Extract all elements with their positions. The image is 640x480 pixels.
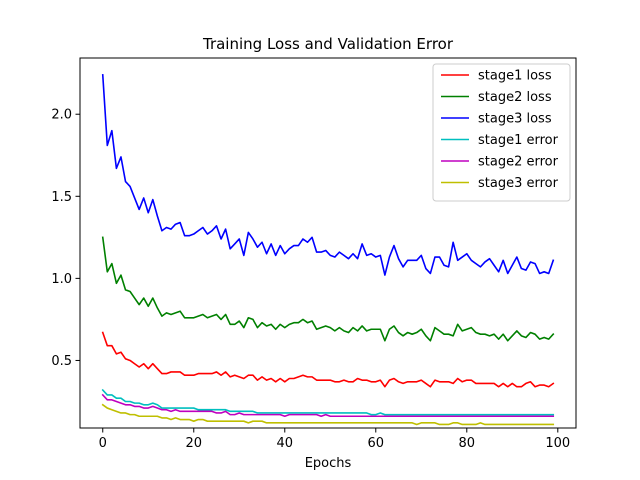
plot-frame — [79, 57, 577, 429]
series-layer — [101, 73, 555, 426]
x-axis: 0 20 40 60 80 100 — [99, 428, 570, 451]
y-axis: 0.5 1.0 1.5 2.0 — [51, 108, 80, 369]
chart-title: Training Loss and Validation Error — [202, 35, 454, 53]
y-tick-label: 2.0 — [51, 108, 72, 123]
legend-label: stage1 loss — [478, 69, 552, 84]
series-line-stage3-error — [101, 403, 555, 426]
x-tick-label: 60 — [368, 436, 385, 451]
series-line-stage1-error — [101, 388, 555, 416]
y-tick-label: 0.5 — [51, 354, 72, 369]
series-line-stage2-error — [101, 393, 555, 418]
legend-label: stage2 loss — [478, 90, 552, 105]
y-tick-label: 1.0 — [51, 272, 72, 287]
x-tick-label: 20 — [185, 436, 202, 451]
series-line-stage1-loss — [101, 331, 555, 388]
x-axis-label: Epochs — [305, 456, 352, 471]
x-tick-label: 0 — [99, 436, 107, 451]
legend-label: stage3 loss — [478, 112, 552, 127]
y-tick-label: 1.5 — [51, 190, 72, 205]
legend-box — [432, 63, 571, 202]
legend-label: stage1 error — [478, 133, 559, 148]
legend-label: stage2 error — [478, 155, 559, 170]
series-line-stage2-loss — [101, 236, 555, 342]
x-tick-label: 80 — [459, 436, 476, 451]
legend-label: stage3 error — [478, 176, 559, 191]
x-tick-label: 100 — [545, 436, 570, 451]
series-line-stage3-loss — [101, 73, 555, 276]
x-tick-label: 40 — [276, 436, 293, 451]
legend: stage1 loss stage2 loss stage3 loss stage1 … — [432, 63, 571, 202]
